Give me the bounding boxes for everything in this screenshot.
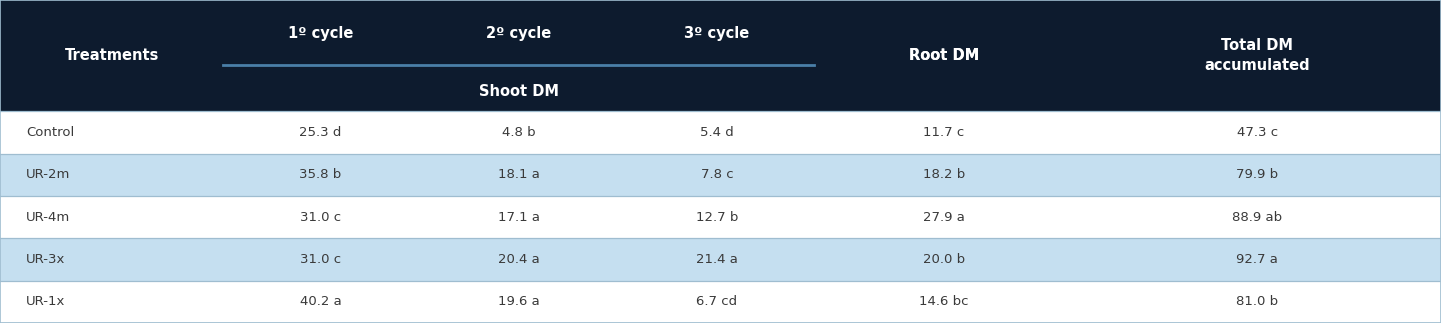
Text: Treatments: Treatments <box>65 48 159 63</box>
Text: 17.1 a: 17.1 a <box>497 211 540 224</box>
Text: UR-1x: UR-1x <box>26 295 65 308</box>
Text: 3º cycle: 3º cycle <box>684 26 749 41</box>
Text: 20.4 a: 20.4 a <box>499 253 539 266</box>
Text: 21.4 a: 21.4 a <box>696 253 738 266</box>
Text: Shoot DM: Shoot DM <box>478 84 559 99</box>
Text: 40.2 a: 40.2 a <box>300 295 342 308</box>
Bar <box>0 281 1441 323</box>
Text: 6.7 cd: 6.7 cd <box>696 295 738 308</box>
Text: 31.0 c: 31.0 c <box>300 211 342 224</box>
Text: 20.0 b: 20.0 b <box>922 253 965 266</box>
Text: 1º cycle: 1º cycle <box>288 26 353 41</box>
Text: 12.7 b: 12.7 b <box>696 211 738 224</box>
Text: 27.9 a: 27.9 a <box>922 211 965 224</box>
Text: 35.8 b: 35.8 b <box>300 168 342 182</box>
Text: 4.8 b: 4.8 b <box>501 126 536 139</box>
Text: UR-2m: UR-2m <box>26 168 71 182</box>
Text: 25.3 d: 25.3 d <box>300 126 342 139</box>
Text: 92.7 a: 92.7 a <box>1236 253 1278 266</box>
Text: Root DM: Root DM <box>909 48 978 63</box>
Text: 18.2 b: 18.2 b <box>922 168 965 182</box>
Bar <box>0 196 1441 238</box>
Text: 19.6 a: 19.6 a <box>499 295 539 308</box>
Text: 7.8 c: 7.8 c <box>700 168 733 182</box>
Text: 11.7 c: 11.7 c <box>924 126 964 139</box>
Bar <box>0 111 1441 154</box>
Text: Root DM: Root DM <box>909 48 978 63</box>
Text: UR-4m: UR-4m <box>26 211 71 224</box>
Text: Total DM
accumulated: Total DM accumulated <box>1205 38 1310 73</box>
Text: 81.0 b: 81.0 b <box>1236 295 1278 308</box>
Text: UR-3x: UR-3x <box>26 253 65 266</box>
Bar <box>0 154 1441 196</box>
Text: 5.4 d: 5.4 d <box>700 126 733 139</box>
Text: 79.9 b: 79.9 b <box>1236 168 1278 182</box>
Bar <box>0 0 1441 111</box>
Text: 18.1 a: 18.1 a <box>497 168 540 182</box>
Text: Control: Control <box>26 126 73 139</box>
Text: 2º cycle: 2º cycle <box>486 26 552 41</box>
Bar <box>0 238 1441 281</box>
Text: 14.6 bc: 14.6 bc <box>919 295 968 308</box>
Text: 31.0 c: 31.0 c <box>300 253 342 266</box>
Text: 88.9 ab: 88.9 ab <box>1232 211 1282 224</box>
Text: 47.3 c: 47.3 c <box>1236 126 1278 139</box>
